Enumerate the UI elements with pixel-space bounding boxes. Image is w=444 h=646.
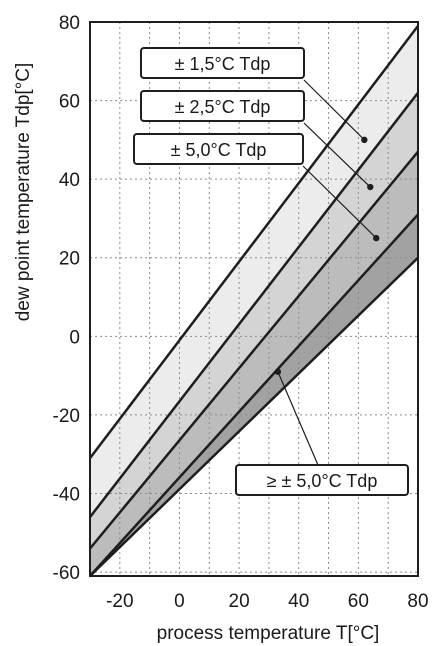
leader-line-1 [303, 79, 365, 141]
y-tick-label: 80 [59, 13, 80, 34]
region-band-1 [90, 25, 418, 518]
leader-line-2 [303, 122, 371, 188]
region-label-4: ≥ ± 5,0°C Tdp [267, 471, 378, 491]
y-tick-label: 60 [59, 92, 80, 113]
y-tick-label: -60 [53, 563, 80, 584]
boundary-line-1 [89, 25, 419, 459]
x-tick-label: -20 [106, 591, 133, 612]
x-tick-labels: -20 0 20 40 60 80 [106, 591, 428, 612]
region-band-2 [90, 92, 418, 549]
y-tick-label: -20 [53, 406, 80, 427]
plot-frame [89, 21, 419, 577]
region-label-box-3 [133, 133, 304, 165]
y-tick-label: 0 [69, 327, 80, 348]
region-marker-4 [274, 368, 282, 375]
boundary-line-2 [89, 91, 419, 518]
region-label-box-2 [140, 90, 305, 122]
region-marker-1 [361, 136, 368, 144]
region-marker-3 [373, 234, 380, 242]
y-tick-labels: -60 -40 -20 0 20 40 60 80 [53, 13, 80, 584]
y-tick-label: 20 [59, 249, 80, 270]
x-tick-label: 40 [288, 591, 309, 612]
x-tick-label: 80 [407, 591, 428, 612]
y-tick-label: -40 [53, 484, 80, 505]
boundary-line-4 [89, 213, 419, 577]
region-label-2: ± 2,5°C Tdp [175, 97, 271, 117]
y-tick-label: 40 [59, 170, 80, 191]
region-label-box-1 [140, 47, 305, 79]
region-label-1: ± 1,5°C Tdp [175, 54, 271, 74]
region-label-3: ± 5,0°C Tdp [171, 140, 267, 160]
boundary-line-3 [89, 150, 419, 550]
region-label-box-4 [235, 464, 409, 496]
region-marker-2 [367, 183, 374, 191]
y-axis-title: dew point temperature Tdp[°C] [13, 63, 34, 322]
x-tick-label: 20 [229, 591, 250, 612]
label-leader-lines [274, 79, 380, 466]
x-tick-label: 0 [174, 591, 185, 612]
boundary-lines [89, 25, 419, 577]
leader-line-4 [277, 371, 319, 466]
boundary-line-5 [89, 256, 419, 577]
x-tick-label: 60 [348, 591, 369, 612]
region-band-3 [90, 151, 418, 576]
leader-line-3 [302, 165, 377, 239]
x-axis-title: process temperature T[°C] [157, 623, 380, 644]
region-label-boxes: ± 1,5°C Tdp ± 2,5°C Tdp ± 5,0°C Tdp ≥ ± 5,0… [133, 47, 409, 496]
